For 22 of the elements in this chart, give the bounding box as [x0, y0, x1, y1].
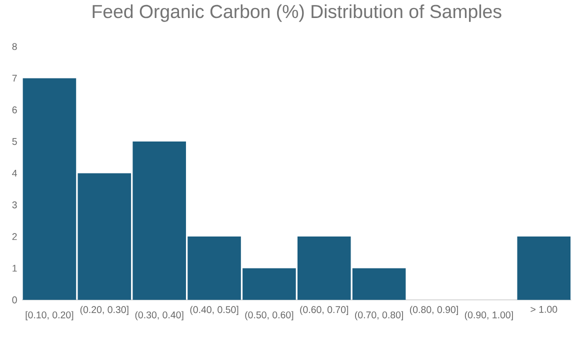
y-tick-label: 2 — [12, 233, 17, 240]
y-tick-label: 7 — [12, 75, 17, 82]
y-tick-label: 6 — [12, 106, 17, 114]
x-tick-label: (0.80, 0.90] — [410, 306, 458, 316]
y-tick-label: 1 — [12, 265, 17, 272]
bar — [22, 78, 76, 300]
x-tick-label: (0.90, 1.00] — [464, 311, 513, 320]
x-tick-label: (0.60, 0.70] — [300, 306, 348, 316]
chart-title: Feed Organic Carbon (%) Distribution of Samples — [92, 4, 502, 22]
x-tick-label: (0.20, 0.30] — [80, 306, 128, 316]
x-tick-label: (0.30, 0.40] — [135, 311, 184, 320]
x-tick-label: (0.50, 0.60] — [245, 311, 294, 320]
y-tick-label: 8 — [12, 43, 17, 50]
y-tick-label: 4 — [12, 170, 17, 177]
bar — [517, 236, 571, 300]
x-tick-label: (0.70, 0.80] — [355, 311, 403, 320]
x-tick-label: > 1.00 — [530, 306, 558, 314]
y-tick-label: 0 — [12, 296, 17, 304]
x-tick-label: (0.40, 0.50] — [190, 306, 238, 316]
x-tick-label: [0.10, 0.20] — [26, 311, 74, 320]
y-tick-label: 3 — [12, 202, 17, 209]
y-tick-label: 5 — [12, 138, 17, 146]
